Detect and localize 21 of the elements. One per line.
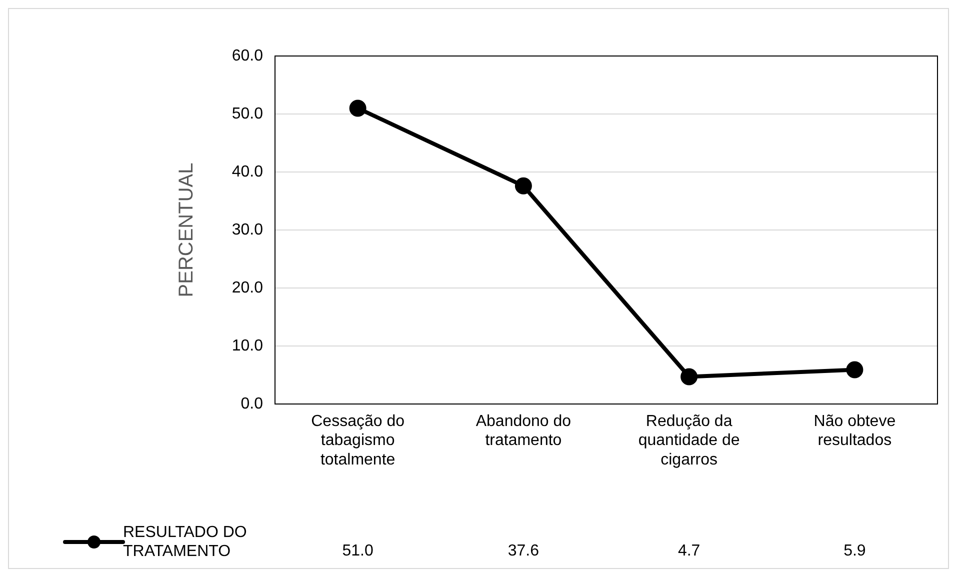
y-tick-label: 0.0: [240, 395, 264, 412]
x-tick-label: Abandono do tratamento: [476, 413, 572, 450]
y-axis-title: PERCENTUAL: [176, 162, 198, 298]
y-tick-label: 50.0: [232, 105, 264, 122]
x-tick-label: Cessação do tabagismo totalmente: [311, 413, 405, 468]
y-tick-label: 10.0: [232, 337, 264, 354]
x-tick-label: Redução da quantidade de cigarros: [638, 413, 740, 468]
y-tick-label: 40.0: [232, 163, 264, 180]
point: [846, 361, 864, 378]
point: [680, 368, 698, 386]
point: [514, 177, 532, 194]
point: [349, 100, 366, 117]
legend-label: RESULTADO DO TRATAMENTO: [123, 524, 247, 560]
data-label: 5.9: [844, 542, 866, 560]
y-tick-label: 30.0: [232, 221, 264, 238]
data-label: 37.6: [508, 542, 540, 560]
data-label: 51.0: [342, 542, 374, 560]
y-tick-label: 60.0: [232, 47, 264, 64]
y-tick-label: 20.0: [232, 279, 264, 296]
data-label: 4.7: [678, 542, 700, 560]
x-tick-label: Não obteve resultados: [814, 413, 896, 450]
